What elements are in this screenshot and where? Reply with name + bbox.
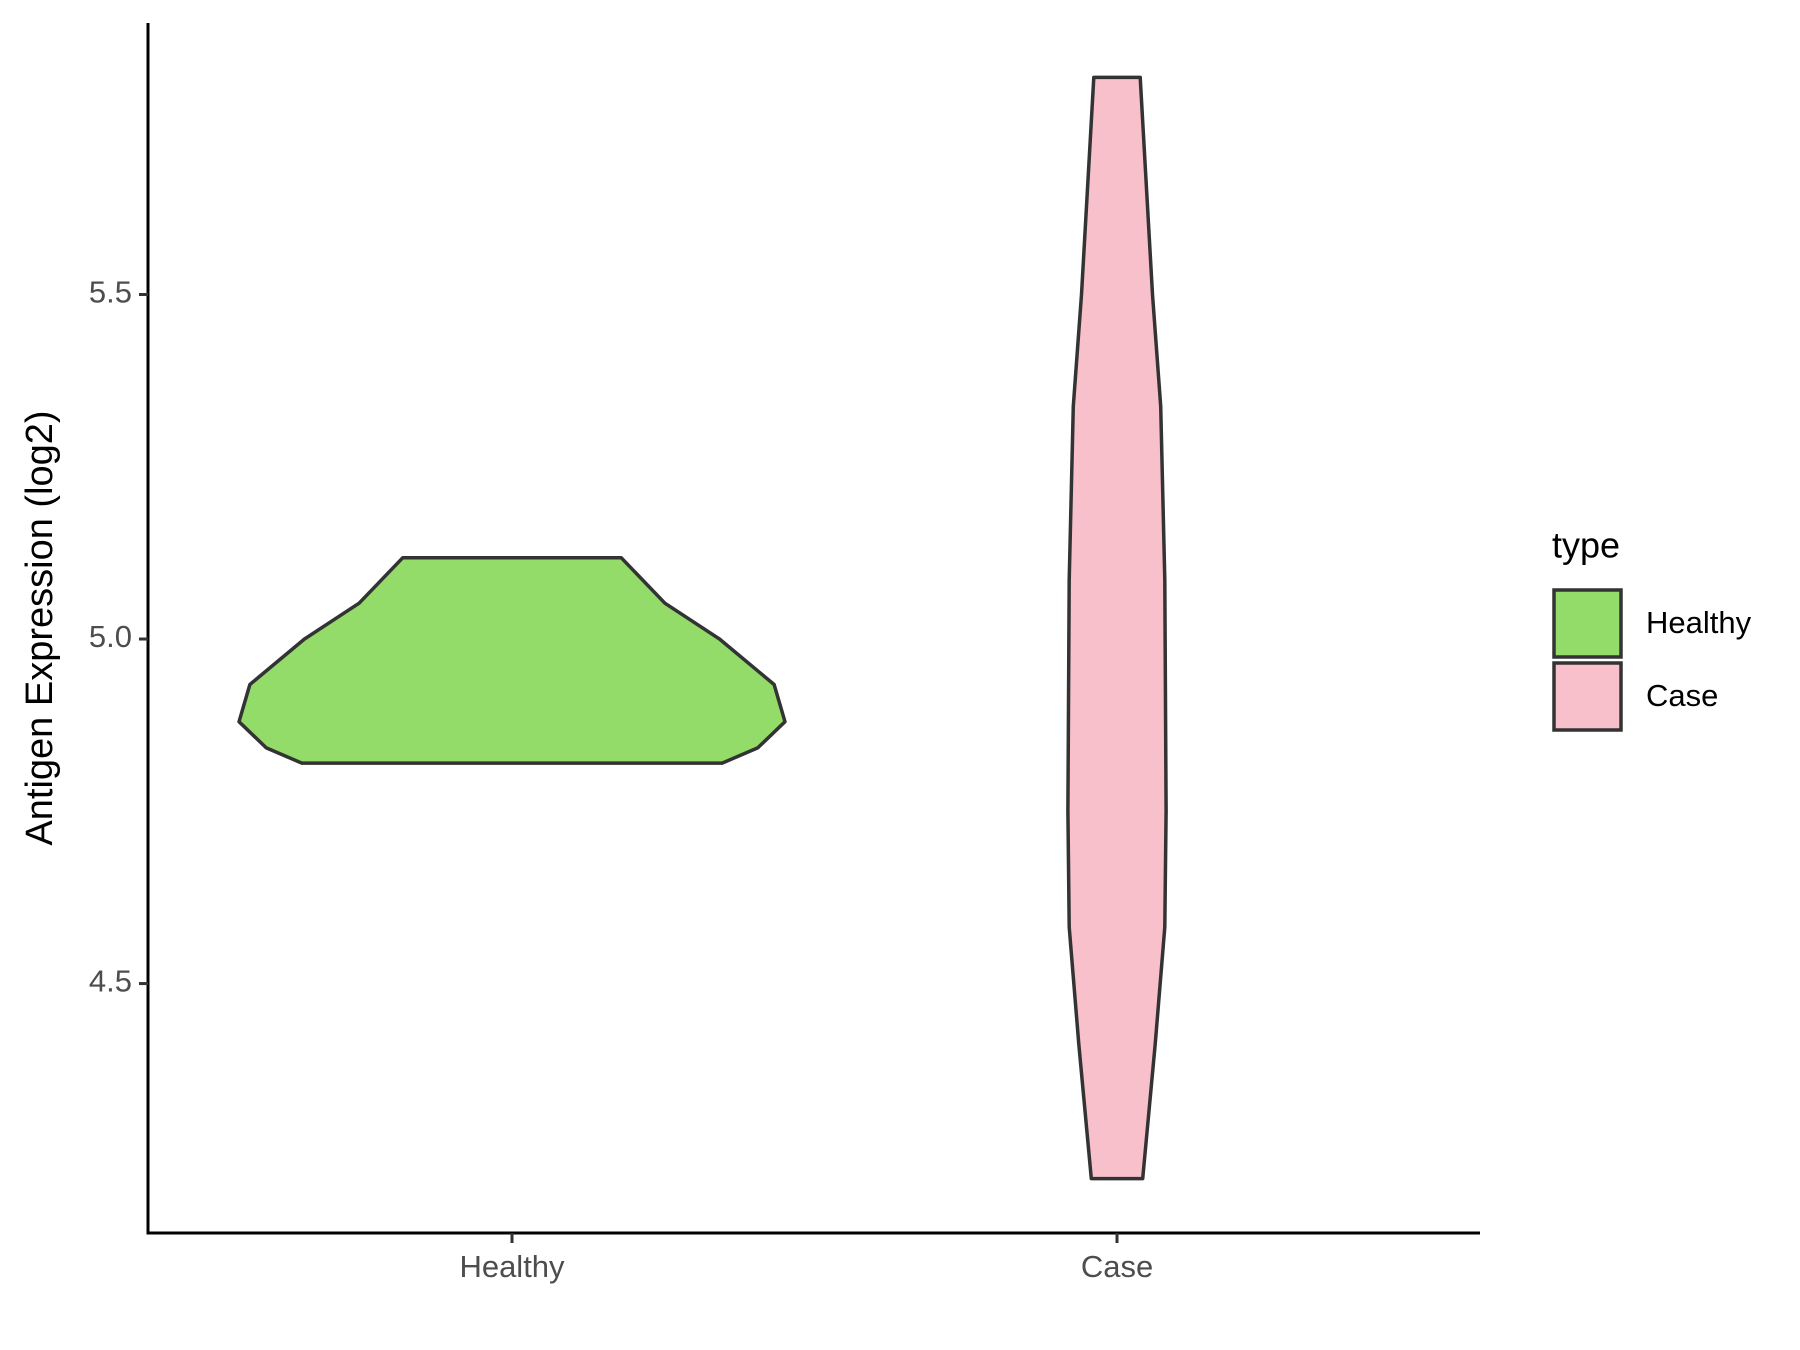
- violin: [1066, 75, 1168, 1181]
- x-tick-label: Healthy: [459, 1249, 565, 1284]
- violin: [237, 555, 787, 765]
- legend-key: [1552, 661, 1623, 732]
- legend-title: type: [1552, 525, 1620, 566]
- y-tick-label: 5.5: [89, 275, 132, 310]
- x-tick-label: Case: [1081, 1249, 1153, 1284]
- legend-label: Case: [1646, 678, 1718, 713]
- y-tick-label: 4.5: [89, 964, 132, 999]
- y-axis-label: Antigen Expression (log2): [19, 410, 61, 845]
- y-tick-label: 5.0: [89, 619, 132, 654]
- legend-key: [1552, 588, 1623, 659]
- legend-label: Healthy: [1646, 605, 1752, 640]
